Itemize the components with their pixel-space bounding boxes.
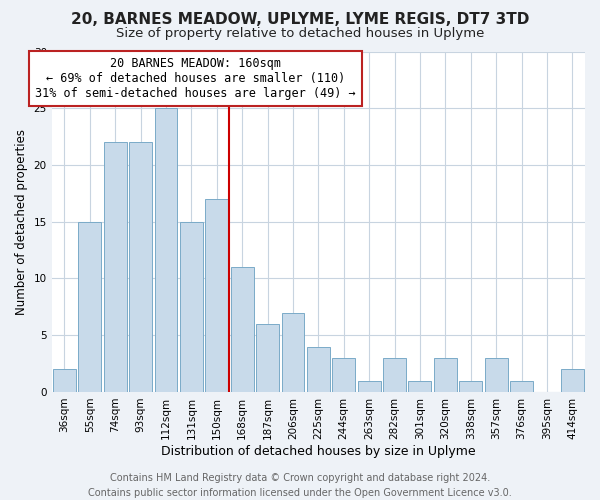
Bar <box>155 108 178 392</box>
Bar <box>383 358 406 392</box>
Bar <box>510 380 533 392</box>
Bar <box>307 346 330 392</box>
Bar <box>205 199 228 392</box>
X-axis label: Distribution of detached houses by size in Uplyme: Distribution of detached houses by size … <box>161 444 476 458</box>
Text: 20, BARNES MEADOW, UPLYME, LYME REGIS, DT7 3TD: 20, BARNES MEADOW, UPLYME, LYME REGIS, D… <box>71 12 529 28</box>
Bar <box>231 267 254 392</box>
Bar <box>79 222 101 392</box>
Bar <box>332 358 355 392</box>
Bar <box>104 142 127 392</box>
Y-axis label: Number of detached properties: Number of detached properties <box>15 128 28 314</box>
Bar <box>180 222 203 392</box>
Bar <box>129 142 152 392</box>
Bar <box>358 380 380 392</box>
Bar <box>434 358 457 392</box>
Text: 20 BARNES MEADOW: 160sqm
← 69% of detached houses are smaller (110)
31% of semi-: 20 BARNES MEADOW: 160sqm ← 69% of detach… <box>35 56 356 100</box>
Bar <box>281 312 304 392</box>
Bar <box>561 370 584 392</box>
Bar <box>256 324 279 392</box>
Bar <box>409 380 431 392</box>
Bar <box>485 358 508 392</box>
Bar <box>459 380 482 392</box>
Text: Size of property relative to detached houses in Uplyme: Size of property relative to detached ho… <box>116 28 484 40</box>
Text: Contains HM Land Registry data © Crown copyright and database right 2024.
Contai: Contains HM Land Registry data © Crown c… <box>88 472 512 498</box>
Bar <box>53 370 76 392</box>
